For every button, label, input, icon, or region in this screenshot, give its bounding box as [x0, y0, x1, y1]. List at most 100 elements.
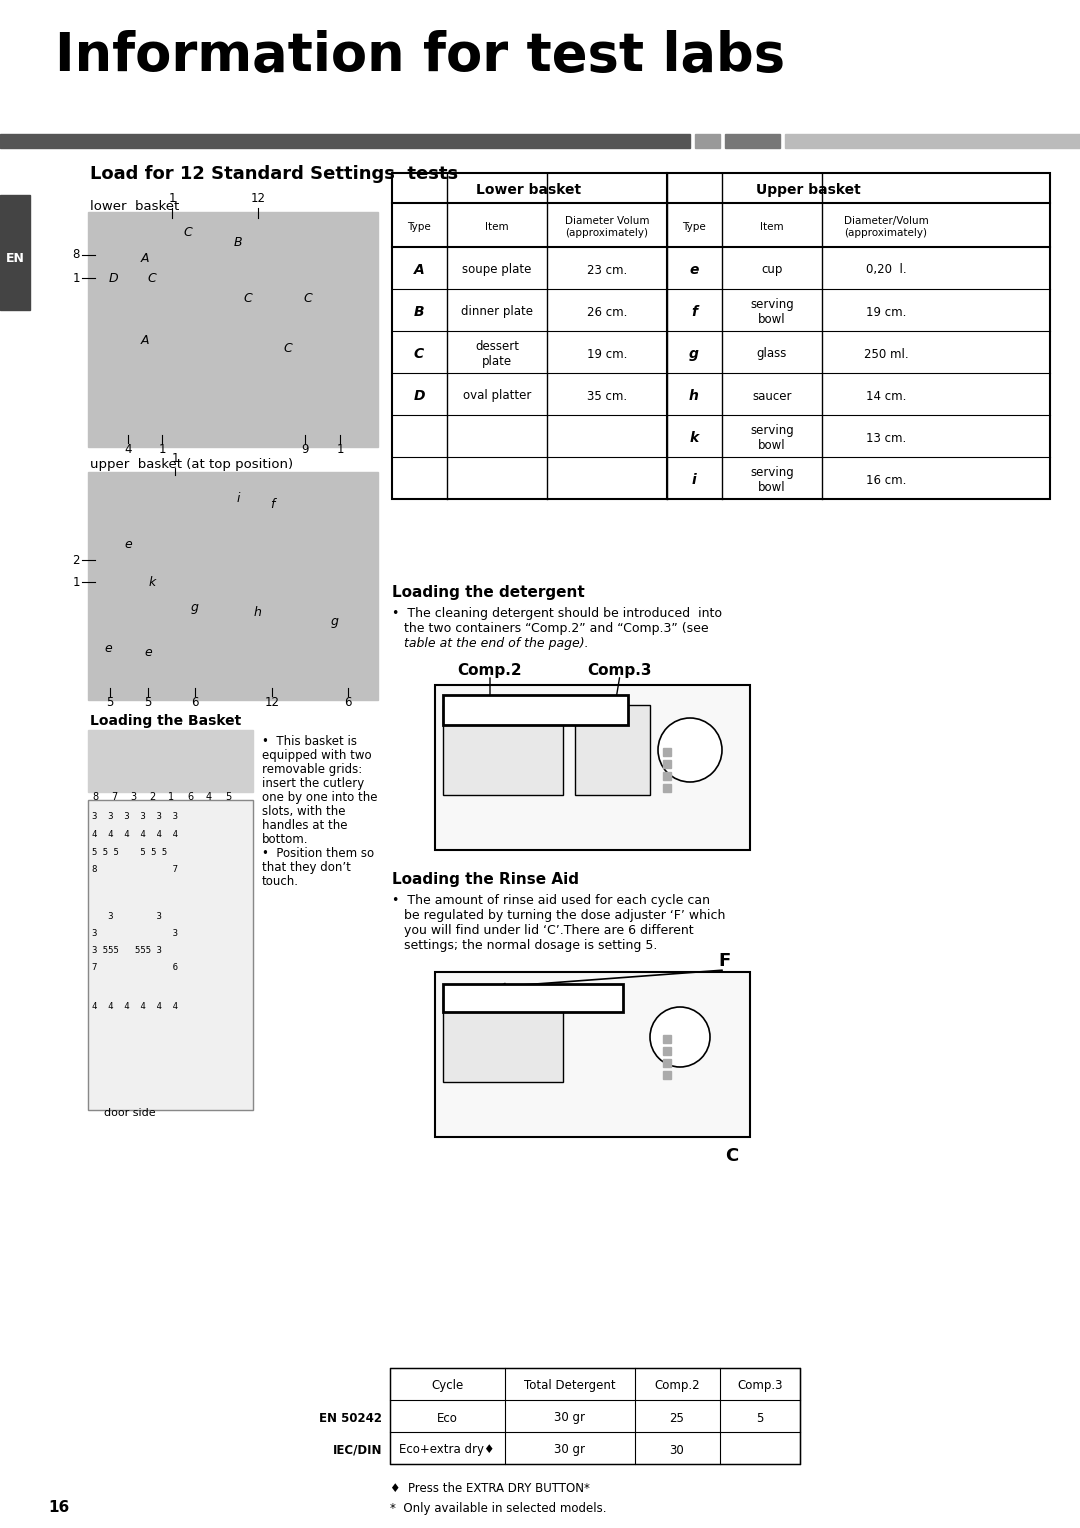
Circle shape [658, 718, 723, 782]
Bar [725, 134, 780, 148]
Text: Information for test labs: Information for test labs [55, 31, 785, 83]
Text: 35 cm.: 35 cm. [586, 390, 627, 402]
Text: 5: 5 [145, 695, 151, 709]
Text: A: A [140, 333, 149, 347]
Bar [435, 972, 750, 1137]
Text: touch.: touch. [262, 876, 299, 888]
Text: 30 gr: 30 gr [554, 1444, 585, 1456]
Text: 7              6: 7 6 [92, 963, 178, 972]
Text: 250 ml.: 250 ml. [864, 347, 908, 361]
Bar [785, 134, 1080, 148]
Text: 26 cm.: 26 cm. [586, 306, 627, 318]
Text: 30 gr: 30 gr [554, 1412, 585, 1424]
Bar [696, 134, 720, 148]
Bar [87, 801, 253, 1109]
Text: 16: 16 [48, 1500, 69, 1514]
Text: k: k [689, 431, 699, 445]
Text: bottom.: bottom. [262, 833, 309, 847]
Text: C: C [244, 292, 253, 304]
Bar [0, 134, 690, 148]
Text: upper  basket (at top position): upper basket (at top position) [90, 458, 293, 471]
Text: EN 50242: EN 50242 [319, 1412, 382, 1424]
Text: table at the end of the page).: table at the end of the page). [392, 637, 589, 649]
Text: 1: 1 [168, 193, 176, 205]
Text: e: e [124, 538, 132, 552]
Text: 6: 6 [345, 695, 352, 709]
Text: 1: 1 [336, 443, 343, 455]
Text: 30: 30 [670, 1444, 685, 1456]
Text: 12: 12 [251, 193, 266, 205]
Text: Comp.3: Comp.3 [738, 1380, 783, 1392]
Text: you will find under lid ‘C’.There are 6 different: you will find under lid ‘C’.There are 6 … [392, 924, 693, 937]
Bar [87, 212, 378, 448]
Text: 4: 4 [206, 792, 212, 802]
Bar [443, 704, 563, 795]
Bar [663, 1047, 671, 1054]
Text: 3  3  3  3  3  3: 3 3 3 3 3 3 [92, 811, 178, 821]
Text: 8: 8 [72, 249, 80, 261]
Text: oval platter: oval platter [463, 390, 531, 402]
Text: 3 555   555 3: 3 555 555 3 [92, 946, 162, 955]
Text: serving
bowl: serving bowl [751, 298, 794, 325]
Bar [663, 759, 671, 769]
Text: insert the cutlery: insert the cutlery [262, 778, 364, 790]
Text: 1: 1 [172, 452, 179, 465]
Text: 14 cm.: 14 cm. [866, 390, 906, 402]
Text: g: g [191, 602, 199, 614]
Bar [87, 472, 378, 700]
Text: 19 cm.: 19 cm. [586, 347, 627, 361]
Text: C: C [726, 1148, 739, 1164]
Text: equipped with two: equipped with two [262, 749, 372, 762]
Text: Type: Type [683, 222, 706, 232]
Text: that they don’t: that they don’t [262, 860, 351, 874]
Text: •  Position them so: • Position them so [262, 847, 374, 860]
Text: 1: 1 [159, 443, 165, 455]
Bar [663, 749, 671, 756]
Text: h: h [689, 390, 699, 403]
Text: dessert
plate: dessert plate [475, 341, 519, 368]
Bar [663, 1071, 671, 1079]
Text: 3: 3 [130, 792, 136, 802]
Text: C: C [284, 341, 293, 354]
Text: one by one into the: one by one into the [262, 792, 378, 804]
Text: 7: 7 [111, 792, 117, 802]
Text: Comp.2: Comp.2 [654, 1380, 700, 1392]
Text: Eco+extra dry♦: Eco+extra dry♦ [400, 1444, 495, 1456]
Text: soupe plate: soupe plate [462, 263, 531, 277]
Text: cup: cup [761, 263, 783, 277]
Text: 4  4  4  4  4  4: 4 4 4 4 4 4 [92, 830, 178, 839]
Text: serving
bowl: serving bowl [751, 423, 794, 452]
Text: Upper basket: Upper basket [756, 183, 861, 197]
Text: Load for 12 Standard Settings  tests: Load for 12 Standard Settings tests [90, 165, 458, 183]
Text: 6: 6 [191, 695, 199, 709]
Text: •  The amount of rinse aid used for each cycle can: • The amount of rinse aid used for each … [392, 894, 710, 908]
Text: 4: 4 [124, 443, 132, 455]
Text: e: e [104, 642, 112, 654]
Bar [443, 996, 563, 1082]
Text: handles at the: handles at the [262, 819, 348, 833]
Text: C: C [414, 347, 424, 361]
Text: D: D [108, 272, 118, 284]
Text: 5: 5 [225, 792, 231, 802]
Text: 1: 1 [72, 272, 80, 284]
Text: f: f [270, 498, 274, 512]
Text: slots, with the: slots, with the [262, 805, 346, 817]
Text: 6: 6 [187, 792, 193, 802]
Text: 3        3: 3 3 [92, 912, 178, 921]
Text: i: i [691, 474, 697, 487]
Bar [443, 984, 623, 1012]
Text: i: i [237, 492, 240, 504]
Text: A: A [140, 252, 149, 264]
Bar [435, 685, 750, 850]
Text: g: g [689, 347, 699, 361]
Text: lower  basket: lower basket [90, 200, 179, 212]
Bar [663, 784, 671, 792]
Text: f: f [691, 306, 697, 319]
Text: F: F [719, 952, 731, 970]
Text: Eco: Eco [436, 1412, 458, 1424]
Text: serving
bowl: serving bowl [751, 466, 794, 494]
Text: dinner plate: dinner plate [461, 306, 534, 318]
Text: 1: 1 [167, 792, 174, 802]
Text: B: B [414, 306, 424, 319]
Text: Item: Item [485, 222, 509, 232]
